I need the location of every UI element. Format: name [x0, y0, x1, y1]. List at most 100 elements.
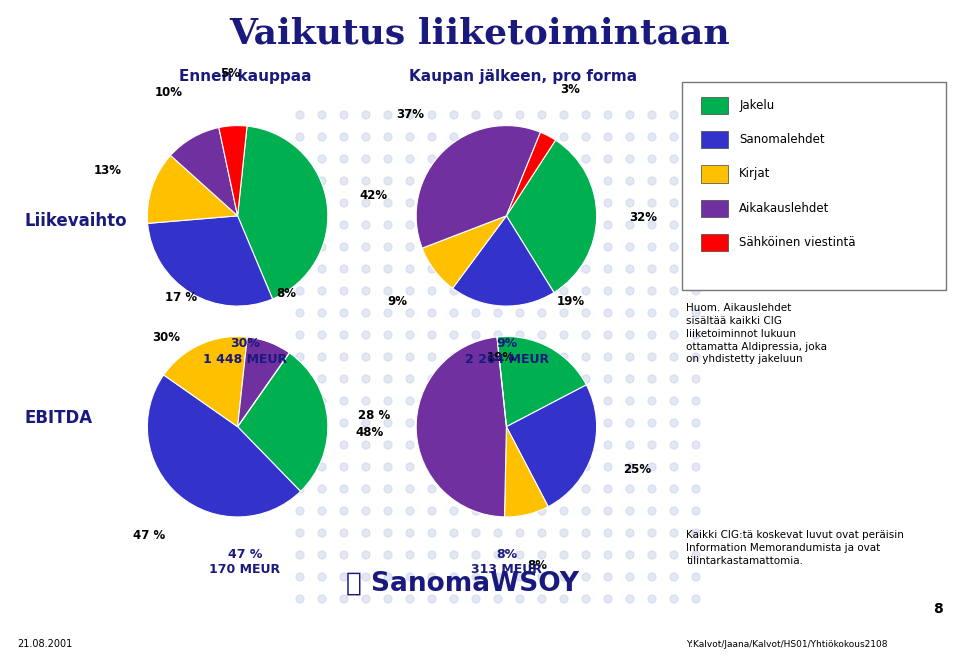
Circle shape [692, 177, 700, 185]
Circle shape [472, 551, 480, 559]
Circle shape [472, 111, 480, 119]
Wedge shape [219, 126, 247, 216]
Circle shape [626, 155, 634, 163]
Circle shape [450, 529, 458, 537]
Circle shape [450, 397, 458, 405]
Circle shape [516, 397, 524, 405]
Circle shape [340, 463, 348, 471]
Wedge shape [417, 337, 507, 517]
Circle shape [626, 111, 634, 119]
Circle shape [692, 551, 700, 559]
Circle shape [538, 331, 546, 339]
Circle shape [626, 199, 634, 207]
Text: 30%: 30% [153, 331, 180, 344]
Circle shape [604, 441, 612, 449]
Circle shape [472, 177, 480, 185]
Circle shape [692, 353, 700, 361]
Circle shape [406, 595, 414, 603]
Circle shape [318, 221, 326, 229]
Circle shape [604, 111, 612, 119]
Circle shape [340, 485, 348, 493]
Circle shape [692, 111, 700, 119]
Circle shape [472, 155, 480, 163]
Wedge shape [238, 126, 327, 299]
Circle shape [428, 595, 436, 603]
Circle shape [384, 375, 392, 383]
Circle shape [494, 353, 502, 361]
Text: 30%: 30% [229, 337, 260, 351]
Circle shape [494, 309, 502, 317]
Circle shape [582, 133, 590, 141]
Circle shape [604, 353, 612, 361]
Text: Aikakauslehdet: Aikakauslehdet [739, 202, 829, 215]
Circle shape [648, 529, 656, 537]
Circle shape [296, 243, 304, 251]
Circle shape [582, 353, 590, 361]
Circle shape [692, 287, 700, 295]
Circle shape [516, 551, 524, 559]
Circle shape [648, 441, 656, 449]
Circle shape [494, 155, 502, 163]
Circle shape [296, 287, 304, 295]
Circle shape [538, 485, 546, 493]
Circle shape [494, 551, 502, 559]
Circle shape [296, 595, 304, 603]
Circle shape [494, 507, 502, 515]
Circle shape [450, 309, 458, 317]
Circle shape [692, 331, 700, 339]
Circle shape [450, 551, 458, 559]
Wedge shape [163, 337, 248, 427]
Circle shape [362, 243, 370, 251]
Circle shape [582, 441, 590, 449]
Circle shape [582, 177, 590, 185]
Circle shape [296, 199, 304, 207]
Circle shape [450, 243, 458, 251]
Circle shape [516, 507, 524, 515]
Circle shape [538, 595, 546, 603]
Wedge shape [497, 337, 507, 427]
Circle shape [340, 177, 348, 185]
Circle shape [296, 111, 304, 119]
Circle shape [362, 177, 370, 185]
Text: 1 448 MEUR: 1 448 MEUR [203, 353, 287, 366]
Circle shape [494, 331, 502, 339]
Circle shape [604, 375, 612, 383]
Circle shape [648, 485, 656, 493]
Circle shape [318, 397, 326, 405]
Circle shape [670, 177, 678, 185]
Circle shape [670, 331, 678, 339]
Circle shape [472, 397, 480, 405]
Circle shape [362, 397, 370, 405]
Circle shape [340, 221, 348, 229]
Circle shape [362, 133, 370, 141]
Circle shape [384, 551, 392, 559]
Circle shape [670, 133, 678, 141]
Wedge shape [422, 216, 507, 288]
Circle shape [516, 375, 524, 383]
Circle shape [318, 177, 326, 185]
Circle shape [450, 463, 458, 471]
Text: 9%: 9% [387, 295, 407, 308]
Circle shape [538, 375, 546, 383]
Circle shape [560, 243, 568, 251]
Circle shape [516, 529, 524, 537]
Circle shape [692, 595, 700, 603]
Circle shape [560, 573, 568, 581]
Circle shape [604, 595, 612, 603]
Circle shape [670, 265, 678, 273]
Circle shape [472, 243, 480, 251]
Wedge shape [417, 126, 540, 248]
Circle shape [450, 265, 458, 273]
Circle shape [516, 133, 524, 141]
Circle shape [406, 463, 414, 471]
Circle shape [582, 507, 590, 515]
Text: 48%: 48% [355, 426, 383, 439]
Circle shape [516, 331, 524, 339]
Circle shape [538, 287, 546, 295]
Circle shape [318, 243, 326, 251]
Circle shape [494, 221, 502, 229]
Circle shape [362, 155, 370, 163]
Circle shape [428, 375, 436, 383]
Circle shape [494, 529, 502, 537]
Circle shape [340, 111, 348, 119]
